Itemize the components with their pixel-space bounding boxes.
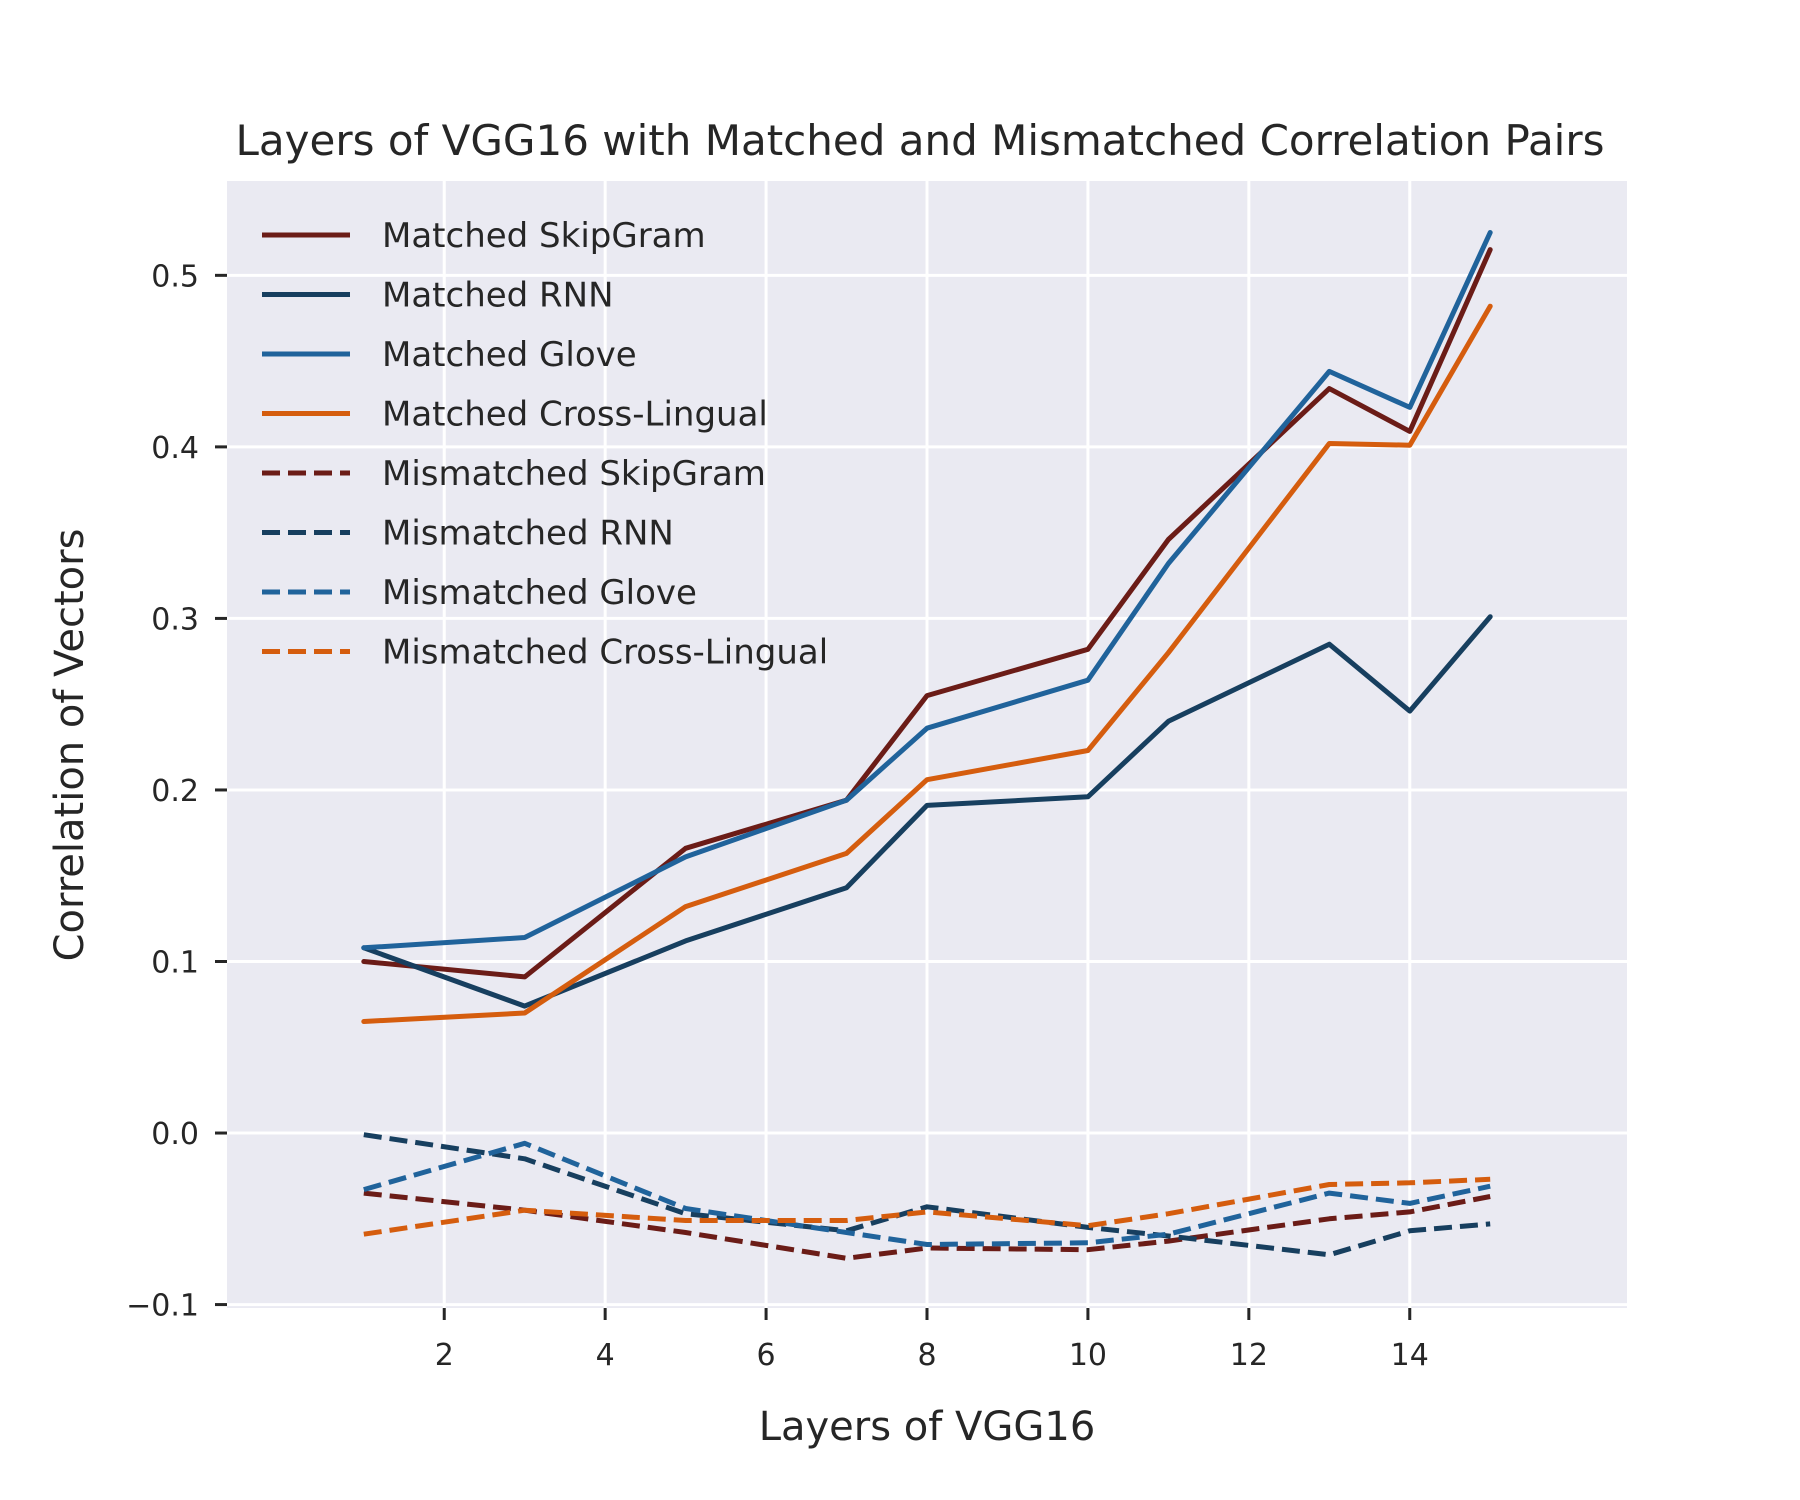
y-tick-label: 0.2: [151, 774, 199, 809]
legend-label: Matched Cross-Lingual: [382, 395, 768, 435]
tick-labels: 2 4 6 8 10 12 14 −0.1 0.0 0.1 0.2 0.3 0.4 0.5: [126, 259, 1429, 1373]
legend-label: Matched SkipGram: [382, 216, 706, 256]
series-line-mismatched-skipgram: [363, 1190, 1491, 1261]
x-axis-label: Layers of VGG16: [759, 1404, 1096, 1450]
series-line-matched-cross-lingual: [361, 303, 1493, 1024]
legend-label: Mismatched SkipGram: [382, 454, 766, 494]
x-tick-label: 14: [1391, 1338, 1429, 1373]
series-line-mismatched-glove: [363, 1140, 1491, 1247]
y-tick-label: 0.0: [151, 1117, 199, 1152]
legend-label: Matched Glove: [382, 335, 637, 375]
series-line-matched-skipgram: [361, 247, 1493, 980]
y-axis-label: Correlation of Vectors: [47, 529, 93, 962]
series-line-matched-glove: [361, 230, 1493, 951]
chart-title: Layers of VGG16 with Matched and Mismatc…: [235, 116, 1604, 165]
y-tick-label: 0.3: [151, 602, 199, 637]
series-line-matched-rnn: [361, 614, 1493, 1009]
x-tick-label: 8: [917, 1338, 936, 1373]
legend: Matched SkipGram Matched RNN Matched Glove…: [262, 216, 828, 673]
legend-label: Matched RNN: [382, 276, 614, 316]
x-tick-label: 2: [435, 1338, 454, 1373]
y-tick-label: 0.5: [151, 259, 199, 294]
x-tick-label: 6: [757, 1338, 776, 1373]
series-line-mismatched-rnn: [363, 1132, 1491, 1258]
series-line-mismatched-cross-lingual: [363, 1176, 1491, 1237]
grid-lines: [227, 181, 1627, 1308]
y-tick-label: 0.4: [151, 431, 199, 466]
series-lines: [361, 230, 1493, 1261]
y-tick-label: 0.1: [151, 945, 199, 980]
y-tick-label: −0.1: [126, 1289, 199, 1324]
legend-label: Mismatched RNN: [382, 514, 674, 554]
legend-label: Mismatched Cross-Lingual: [382, 633, 828, 673]
x-tick-label: 12: [1230, 1338, 1268, 1373]
x-tick-label: 4: [596, 1338, 615, 1373]
legend-label: Mismatched Glove: [382, 573, 697, 613]
x-tick-label: 10: [1069, 1338, 1107, 1373]
